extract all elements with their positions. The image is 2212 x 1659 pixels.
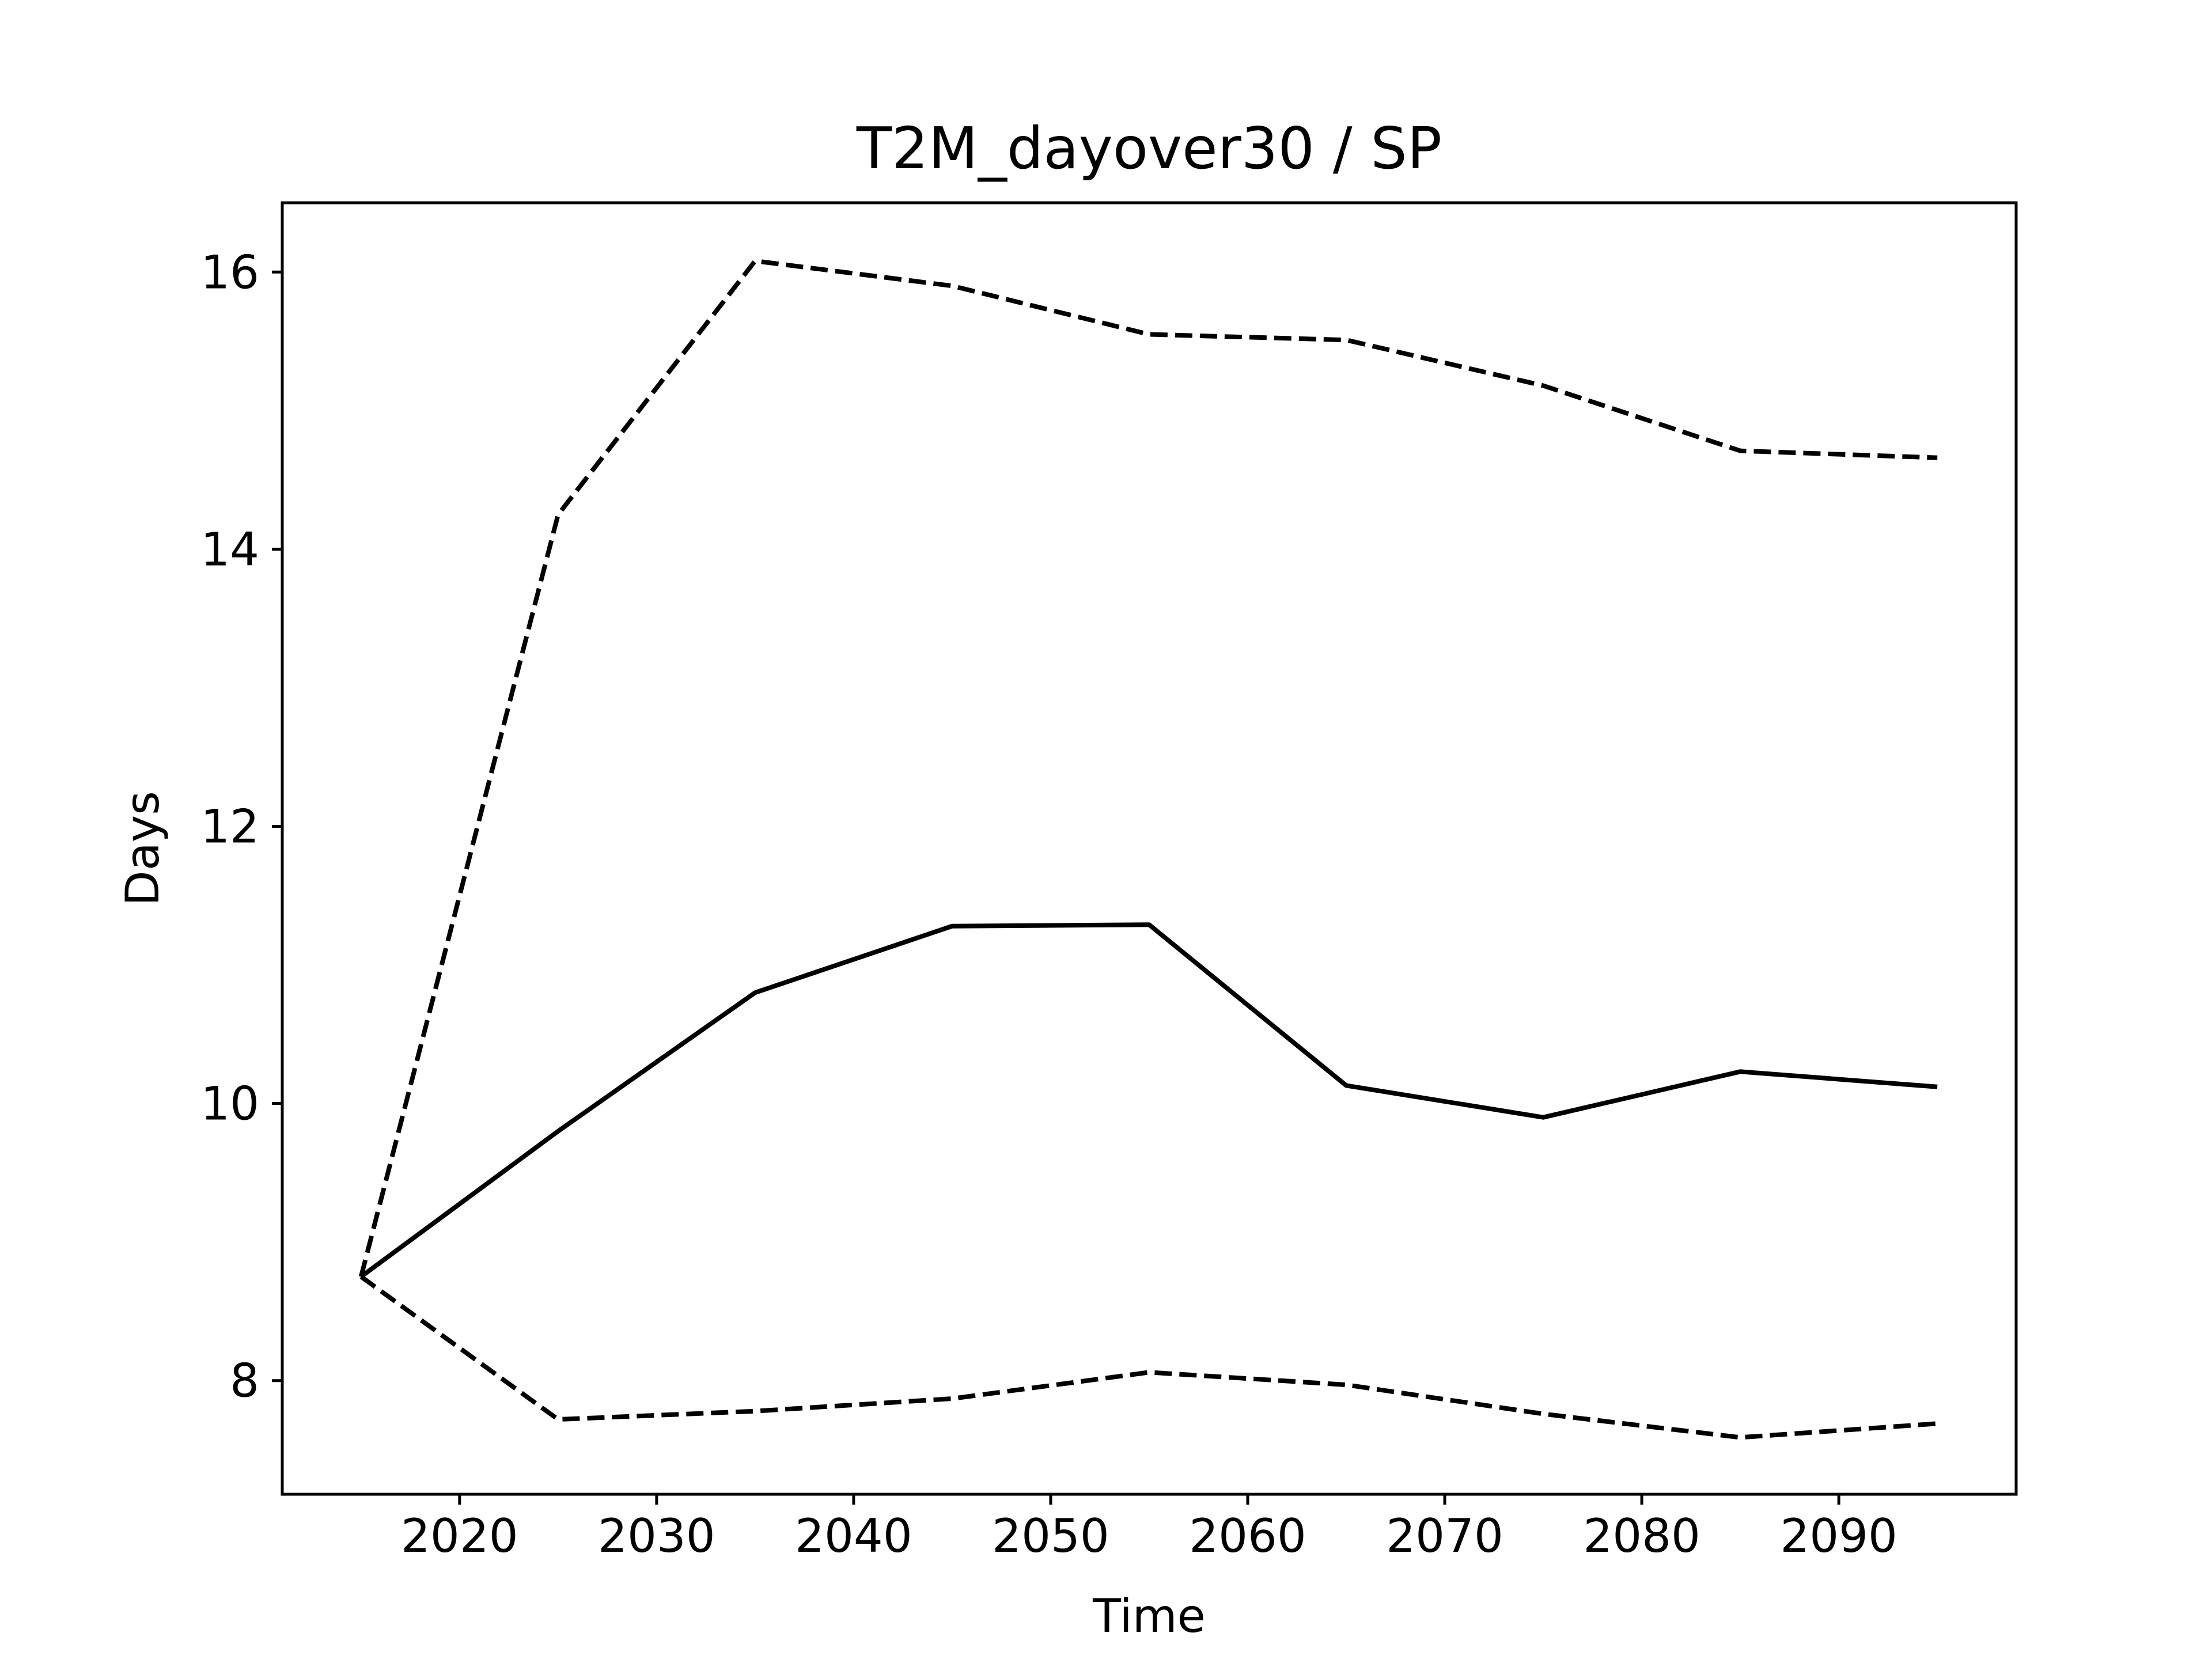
x-tick-label: 2040: [795, 1509, 912, 1563]
y-tick-label: 16: [200, 245, 259, 299]
y-tick-label: 14: [200, 522, 259, 576]
x-axis-label: Time: [1092, 1589, 1206, 1643]
x-axis: 2020 2030 2040 2050 2060 2070 2080 2090: [401, 1494, 1897, 1563]
x-tick-label: 2070: [1386, 1509, 1503, 1563]
upper-bound-dashed-line: [358, 259, 1938, 1278]
y-tick-label: 8: [230, 1354, 259, 1408]
plot-area: [358, 259, 1938, 1440]
x-tick-label: 2020: [401, 1509, 518, 1563]
x-tick-label: 2090: [1780, 1509, 1897, 1563]
y-tick-label: 10: [200, 1077, 259, 1131]
axes-frame: [281, 201, 2018, 1496]
y-axis-label: Days: [116, 791, 169, 906]
chart-title: T2M_dayover30 / SP: [856, 115, 1442, 182]
x-tick-label: 2080: [1583, 1509, 1700, 1563]
lower-bound-dashed-line: [359, 1275, 1938, 1440]
y-tick-label: 12: [200, 800, 259, 854]
x-tick-label: 2030: [598, 1509, 715, 1563]
x-tick-label: 2050: [992, 1509, 1109, 1563]
x-tick-label: 2060: [1189, 1509, 1306, 1563]
y-axis: 8 10 12 14 16: [200, 245, 282, 1408]
mean-solid-line: [359, 922, 1938, 1279]
